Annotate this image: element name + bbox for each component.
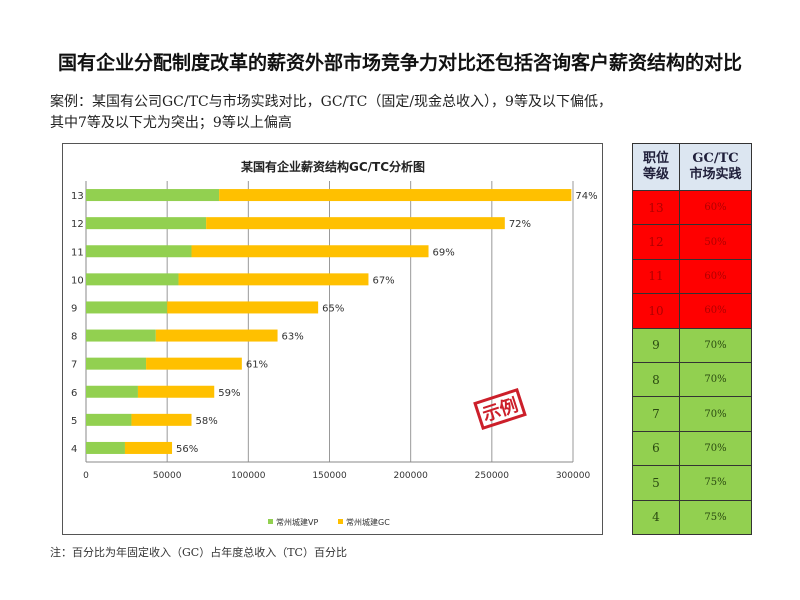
bar-gc bbox=[167, 301, 319, 314]
data-label: 63% bbox=[282, 332, 304, 343]
gctc-cell: 70% bbox=[679, 430, 752, 467]
bar-gc bbox=[131, 413, 192, 426]
grade-cell: 8 bbox=[632, 361, 680, 398]
data-label: 61% bbox=[246, 360, 268, 371]
table-row: 7 70% bbox=[632, 396, 752, 432]
bar-vp bbox=[86, 273, 179, 286]
case-description-line1: 案例：某国有公司GC/TC与市场实践对比，GC/TC（固定/现金总收入），9等及… bbox=[50, 94, 612, 110]
bar-vp bbox=[86, 329, 156, 342]
grade-cell: 6 bbox=[632, 430, 680, 467]
bar-vp bbox=[86, 245, 192, 258]
grade-cell: 13 bbox=[632, 189, 680, 226]
y-tick-label: 8 bbox=[71, 332, 77, 343]
table-row: 5 75% bbox=[632, 465, 752, 501]
legend-swatch bbox=[268, 519, 273, 524]
table-row: 9 70% bbox=[632, 327, 752, 363]
header-gctc-line2: 市场实践 bbox=[689, 167, 742, 182]
gctc-cell: 60% bbox=[679, 258, 752, 295]
table-row: 13 60% bbox=[632, 189, 752, 226]
data-label: 58% bbox=[196, 416, 218, 427]
legend-label: 常州城建GC bbox=[346, 517, 390, 527]
x-tick-label: 50000 bbox=[153, 471, 182, 481]
y-tick-label: 9 bbox=[71, 303, 77, 314]
gctc-cell: 70% bbox=[679, 396, 752, 432]
table-row: 10 60% bbox=[632, 293, 752, 329]
bar-gc bbox=[124, 441, 173, 454]
y-tick-label: 6 bbox=[71, 388, 77, 399]
gctc-cell: 70% bbox=[679, 361, 752, 398]
data-label: 59% bbox=[218, 388, 240, 399]
bar-gc bbox=[219, 189, 572, 202]
data-label: 56% bbox=[176, 444, 198, 455]
y-tick-label: 5 bbox=[71, 416, 77, 427]
bar-vp bbox=[86, 385, 138, 398]
grade-cell: 10 bbox=[632, 293, 680, 329]
y-tick-label: 12 bbox=[71, 219, 84, 230]
page-title: 国有企业分配制度改革的薪资外部市场竞争力对比还包括咨询客户薪资结构的对比 bbox=[57, 52, 742, 74]
gctc-cell: 60% bbox=[679, 189, 752, 226]
header-grade-line2: 等级 bbox=[642, 167, 669, 182]
bar-gc bbox=[155, 329, 278, 342]
grade-cell: 12 bbox=[632, 224, 680, 260]
case-description: 案例：某国有公司GC/TC与市场实践对比，GC/TC（固定/现金总收入），9等及… bbox=[50, 92, 770, 134]
x-tick-label: 300000 bbox=[556, 471, 591, 481]
chart-container: 某国有企业薪资结构GC/TC分析图 0 50000 100000 150000 20000… bbox=[62, 143, 603, 535]
bar-gc bbox=[191, 245, 429, 258]
stacked-bar-chart: 某国有企业薪资结构GC/TC分析图 0 50000 100000 150000 20000… bbox=[71, 159, 598, 527]
y-tick-label: 11 bbox=[71, 247, 84, 258]
bar-gc bbox=[146, 357, 242, 370]
header-grade: 职位 等级 bbox=[632, 143, 680, 191]
table-row: 6 70% bbox=[632, 430, 752, 467]
legend-label: 常州城建VP bbox=[276, 517, 318, 527]
bar-vp bbox=[86, 217, 207, 230]
data-label: 69% bbox=[433, 247, 455, 258]
bar-gc bbox=[137, 385, 215, 398]
market-practice-table: 职位 等级 GC/TC 市场实践 13 60% 12 50% 11 60% 10 60% 9 70% 8… bbox=[632, 143, 752, 535]
table-row: 11 60% bbox=[632, 258, 752, 295]
bar-vp bbox=[86, 413, 132, 426]
legend-swatch bbox=[338, 519, 343, 524]
bar-vp bbox=[86, 189, 220, 202]
data-label: 65% bbox=[322, 303, 344, 314]
grade-cell: 4 bbox=[632, 499, 680, 535]
x-tick-label: 200000 bbox=[393, 471, 428, 481]
gctc-cell: 75% bbox=[679, 499, 752, 535]
grade-cell: 9 bbox=[632, 327, 680, 363]
header-gctc: GC/TC 市场实践 bbox=[679, 143, 752, 191]
data-label: 74% bbox=[575, 191, 597, 202]
table-row: 4 75% bbox=[632, 499, 752, 535]
sample-stamp: 示例 bbox=[473, 387, 527, 431]
header-gctc-line1: GC/TC bbox=[692, 151, 739, 166]
chart-title: 某国有企业薪资结构GC/TC分析图 bbox=[241, 159, 425, 174]
y-tick-label: 4 bbox=[71, 444, 77, 455]
x-tick-label: 150000 bbox=[312, 471, 347, 481]
header-grade-line1: 职位 bbox=[642, 151, 669, 166]
x-tick-label: 100000 bbox=[231, 471, 266, 481]
table-row: 12 50% bbox=[632, 224, 752, 260]
x-tick-label: 0 bbox=[83, 471, 89, 481]
gctc-cell: 70% bbox=[679, 327, 752, 363]
bar-vp bbox=[86, 301, 168, 314]
grade-cell: 11 bbox=[632, 258, 680, 295]
gctc-cell: 75% bbox=[679, 465, 752, 501]
case-description-line2: 其中7等及以下尤为突出；9等以上偏高 bbox=[50, 115, 292, 131]
gctc-cell: 50% bbox=[679, 224, 752, 260]
bar-gc bbox=[206, 217, 505, 230]
x-tick-label: 250000 bbox=[475, 471, 510, 481]
y-tick-label: 10 bbox=[71, 275, 84, 286]
data-label: 67% bbox=[372, 275, 394, 286]
table-row: 8 70% bbox=[632, 361, 752, 398]
grade-cell: 5 bbox=[632, 465, 680, 501]
bar-vp bbox=[86, 357, 147, 370]
gctc-cell: 60% bbox=[679, 293, 752, 329]
bar-gc bbox=[178, 273, 369, 286]
bar-vp bbox=[86, 441, 125, 454]
footnote: 注：百分比为年固定收入（GC）占年度总收入（TC）百分比 bbox=[50, 546, 347, 559]
y-tick-label: 13 bbox=[71, 191, 84, 202]
grade-cell: 7 bbox=[632, 396, 680, 432]
y-tick-label: 7 bbox=[71, 360, 77, 371]
data-label: 72% bbox=[509, 219, 531, 230]
